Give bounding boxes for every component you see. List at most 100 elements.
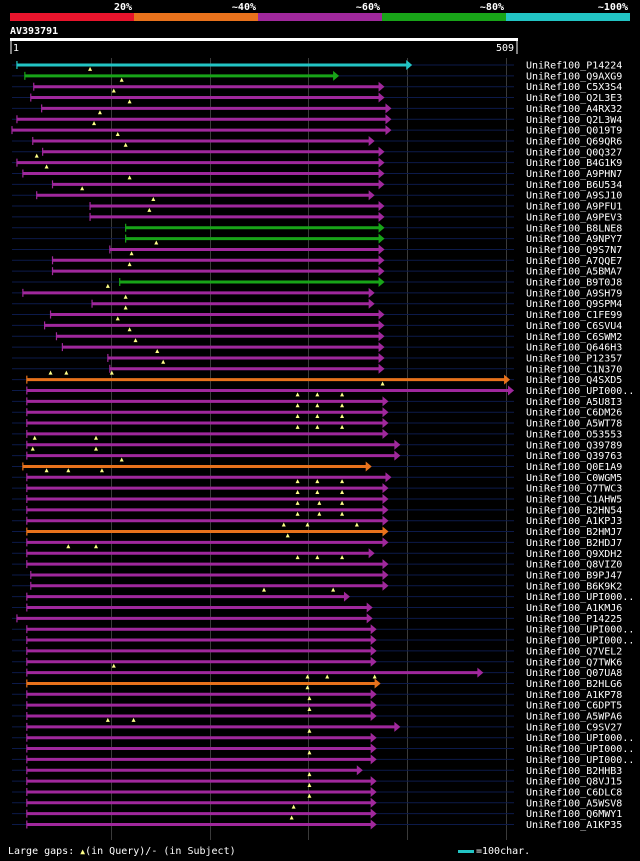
hit-label[interactable]: UniRef100_C6SWM2 [526, 332, 622, 343]
hit-label[interactable]: UniRef100_C6DPT5 [526, 701, 622, 712]
hit-label[interactable]: UniRef100_B9T0J8 [526, 278, 622, 289]
hit-label[interactable]: UniRef100_A1KPJ3 [526, 516, 622, 527]
hit-row[interactable]: UniRef100_A9NPY7 [12, 233, 622, 246]
hit-row[interactable]: UniRef100_UPI000.. [12, 635, 634, 647]
hit-label[interactable]: UniRef100_Q9AXG9 [526, 71, 622, 82]
hit-label[interactable]: UniRef100_Q0Q327 [526, 147, 622, 158]
hit-row[interactable]: UniRef100_B2HN54 [12, 500, 622, 516]
hit-row[interactable]: UniRef100_B9PJ47 [12, 569, 622, 582]
hit-row[interactable]: UniRef100_A9SJ10 [12, 186, 622, 202]
hit-row[interactable]: UniRef100_B6K9K2 [12, 580, 622, 593]
hit-label[interactable]: UniRef100_A9PEV3 [526, 212, 622, 223]
hit-row[interactable]: UniRef100_A5U8I3 [12, 392, 622, 408]
hit-label[interactable]: UniRef100_UPI000.. [526, 733, 634, 744]
hit-row[interactable]: UniRef100_Q8VJ15 [12, 772, 622, 788]
hit-row[interactable]: UniRef100_Q6MWY1 [12, 804, 622, 821]
hit-row[interactable]: UniRef100_B6U534 [12, 175, 622, 191]
hit-row[interactable]: UniRef100_A1KP35 [12, 815, 622, 832]
hit-label[interactable]: UniRef100_A5WSV8 [526, 798, 622, 809]
hit-row[interactable]: UniRef100_C1AHW5 [12, 490, 622, 506]
hit-row[interactable]: UniRef100_UPI000.. [12, 743, 634, 756]
hit-label[interactable]: UniRef100_Q019T9 [526, 126, 622, 137]
hit-label[interactable]: UniRef100_Q9XDH2 [526, 549, 622, 560]
hit-row[interactable]: UniRef100_A4RX32 [12, 99, 622, 115]
hit-label[interactable]: UniRef100_P14225 [526, 614, 622, 625]
hit-row[interactable]: UniRef100_C0WGM5 [12, 468, 622, 484]
hit-row[interactable]: UniRef100_A1KMJ6 [12, 602, 622, 615]
hit-row[interactable]: UniRef100_Q9SPM4 [12, 294, 622, 311]
hit-row[interactable]: UniRef100_C1FE99 [12, 305, 622, 322]
hit-row[interactable]: UniRef100_Q646H3 [12, 338, 622, 354]
hit-label[interactable]: UniRef100_A1KMJ6 [526, 603, 622, 614]
hit-row[interactable]: UniRef100_C6DPT5 [12, 696, 622, 712]
hit-row[interactable]: UniRef100_B4G1K9 [12, 153, 622, 170]
hit-row[interactable]: UniRef100_C6DM26 [12, 403, 622, 419]
hit-label[interactable]: UniRef100_B4G1K9 [526, 158, 622, 169]
hit-label[interactable]: UniRef100_C1N370 [526, 364, 622, 375]
hit-label[interactable]: UniRef100_UPI000.. [526, 625, 634, 636]
hit-row[interactable]: UniRef100_UPI000.. [12, 728, 634, 745]
hit-row[interactable]: UniRef100_C6DLC8 [12, 782, 622, 799]
hit-row[interactable]: UniRef100_A7QQE7 [12, 251, 622, 267]
hit-label[interactable]: UniRef100_A9PFU1 [526, 202, 622, 213]
hit-row[interactable]: UniRef100_Q8VIZ0 [12, 555, 622, 571]
hit-row[interactable]: UniRef100_A5BMA7 [12, 262, 622, 278]
hit-label[interactable]: UniRef100_B2HLG6 [526, 679, 622, 690]
hit-label[interactable]: UniRef100_C6SVU4 [526, 321, 622, 332]
hit-row[interactable]: UniRef100_B2HDJ7 [12, 533, 622, 549]
hit-row[interactable]: UniRef100_Q39763 [12, 446, 622, 463]
hit-row[interactable]: UniRef100_UPI000.. [12, 750, 634, 766]
hit-label[interactable]: UniRef100_A5WPA6 [526, 712, 622, 723]
hit-label[interactable]: UniRef100_C1FE99 [526, 310, 622, 321]
hit-label[interactable]: UniRef100_Q39763 [526, 451, 622, 462]
hit-row[interactable]: UniRef100_UPI000.. [12, 587, 634, 604]
hit-row[interactable]: UniRef100_Q019T9 [11, 121, 622, 137]
hit-label[interactable]: UniRef100_Q2L3E3 [526, 93, 622, 104]
hit-label[interactable]: UniRef100_C1AHW5 [526, 495, 622, 506]
hit-row[interactable]: UniRef100_P14224 [12, 60, 622, 72]
hit-row[interactable]: UniRef100_Q7VEL2 [12, 645, 622, 658]
hit-row[interactable]: UniRef100_Q69QR6 [12, 131, 622, 148]
hit-row[interactable]: UniRef100_Q7TWC3 [12, 479, 622, 495]
hit-label[interactable]: UniRef100_UPI000.. [526, 636, 634, 647]
hit-label[interactable]: UniRef100_Q7VEL2 [526, 646, 622, 657]
hit-row[interactable]: UniRef100_Q0E1A9 [12, 457, 622, 473]
hit-label[interactable]: UniRef100_Q8VJ15 [526, 777, 622, 788]
hit-label[interactable]: UniRef100_B8LNE8 [526, 223, 622, 234]
hit-label[interactable]: UniRef100_Q69QR6 [526, 136, 622, 147]
hit-label[interactable]: UniRef100_A9SJ10 [526, 191, 622, 202]
hit-label[interactable]: UniRef100_Q2L3W4 [526, 115, 622, 126]
hit-row[interactable]: UniRef100_A9PHN7 [12, 164, 622, 181]
hit-row[interactable]: UniRef100_P12357 [12, 348, 622, 365]
hit-label[interactable]: UniRef100_A9PHN7 [526, 169, 622, 180]
hit-row[interactable]: UniRef100_UPI000.. [12, 381, 634, 398]
hit-label[interactable]: UniRef100_O53553 [526, 429, 622, 440]
hit-row[interactable]: UniRef100_Q9XDH2 [12, 544, 622, 560]
hit-row[interactable]: UniRef100_UPI000.. [12, 624, 634, 636]
hit-label[interactable]: UniRef100_A5BMA7 [526, 267, 622, 278]
hit-row[interactable]: UniRef100_C1N370 [12, 359, 622, 376]
hit-label[interactable]: UniRef100_A4RX32 [526, 104, 622, 115]
hit-row[interactable]: UniRef100_Q4SXD5 [12, 370, 622, 387]
hit-label[interactable]: UniRef100_C9SV27 [526, 722, 622, 733]
hit-label[interactable]: UniRef100_B9PJ47 [526, 570, 622, 581]
hit-label[interactable]: UniRef100_Q0E1A9 [526, 462, 622, 473]
hit-label[interactable]: UniRef100_Q9SPM4 [526, 299, 622, 310]
hit-row[interactable]: UniRef100_Q9AXG9 [12, 66, 622, 83]
hit-label[interactable]: UniRef100_A5U8I3 [526, 397, 622, 408]
hit-row[interactable]: UniRef100_A5WPA6 [12, 707, 622, 723]
hit-row[interactable]: UniRef100_A1KPJ3 [12, 511, 622, 528]
hit-label[interactable]: UniRef100_B2HDJ7 [526, 538, 622, 549]
hit-label[interactable]: UniRef100_B2HHB3 [526, 766, 622, 777]
hit-label[interactable]: UniRef100_C6DLC8 [526, 787, 622, 798]
hit-row[interactable]: UniRef100_Q07UA8 [12, 663, 622, 680]
hit-label[interactable]: UniRef100_A1KP78 [526, 690, 622, 701]
hit-label[interactable]: UniRef100_B2HN54 [526, 505, 622, 516]
hit-label[interactable]: UniRef100_Q6MWY1 [526, 809, 622, 820]
hit-label[interactable]: UniRef100_A9NPY7 [526, 234, 622, 245]
hit-label[interactable]: UniRef100_Q7TWC3 [526, 484, 622, 495]
hit-row[interactable]: UniRef100_P14225 [12, 613, 622, 625]
hit-label[interactable]: UniRef100_Q646H3 [526, 343, 622, 354]
hit-row[interactable]: UniRef100_A5WSV8 [12, 793, 622, 810]
hit-label[interactable]: UniRef100_Q8VIZ0 [526, 560, 622, 571]
